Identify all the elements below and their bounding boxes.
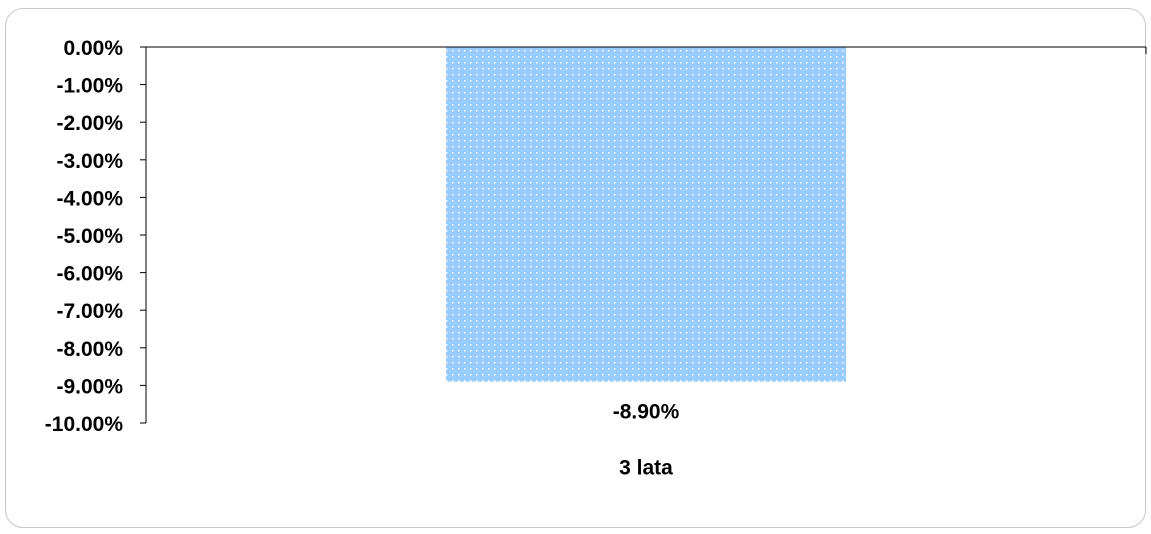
y-tick-label-10: -10.00% [45,413,124,436]
y-tick-label-6: -6.00% [56,263,123,286]
chart-frame [5,8,1146,528]
y-tick-label-7: -7.00% [56,300,123,323]
y-tick-label-8: -8.00% [56,338,123,361]
category-label-0: 3 lata [619,457,673,480]
y-tick-label-5: -5.00% [56,225,123,248]
y-tick-label-9: -9.00% [56,375,123,398]
bars-group [446,47,846,382]
y-tick-label-3: -3.00% [56,150,123,173]
data-label-0: -8.90% [613,401,680,424]
y-tick-label-2: -2.00% [56,112,123,135]
labels-group: -8.90% 3 lata [613,401,680,480]
y-axis-ticks: 0.00% -1.00% -2.00% -3.00% -4.00% -5.00% -6.00… [45,37,146,436]
y-tick-label-1: -1.00% [56,75,123,98]
y-tick-label-0: 0.00% [63,37,123,60]
y-tick-label-4: -4.00% [56,187,123,210]
bar-0 [446,47,846,382]
